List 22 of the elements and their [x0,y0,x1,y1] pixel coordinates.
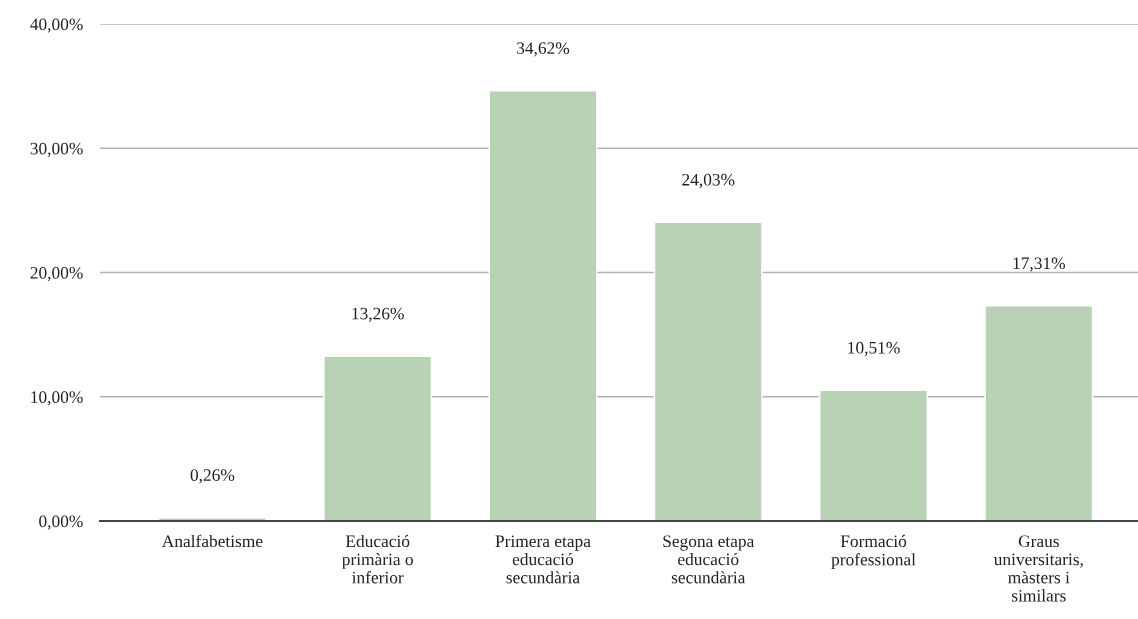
y-tick-label: 0,00% [39,515,83,530]
y-tick-label: 40,00% [30,18,83,33]
data-label: 0,26% [190,469,235,484]
y-tick-label: 30,00% [30,142,83,157]
bar [653,221,763,521]
bar [488,90,598,521]
x-tick-label: Segona etapa educació secundària [663,535,755,584]
x-tick-label: Formació professional [831,534,916,569]
data-label: 34,62% [517,42,570,57]
bar [323,355,433,521]
bar [984,305,1094,521]
y-tick-label: 10,00% [31,391,83,406]
x-tick-label: Analfabetisme [161,534,263,548]
data-label: 10,51% [848,341,900,357]
x-tick-label: Graus universitaris, màsters i similars [993,535,1083,602]
x-tick-label: Educació primària o inferior [342,534,413,584]
x-tick-label: Primera etapa educació secundària [495,535,591,584]
bar [819,389,928,521]
y-tick-label: 20,00% [30,266,83,282]
data-label: 24,03% [682,173,735,189]
data-label: 13,26% [352,307,404,322]
data-label: 17,31% [1013,257,1065,272]
